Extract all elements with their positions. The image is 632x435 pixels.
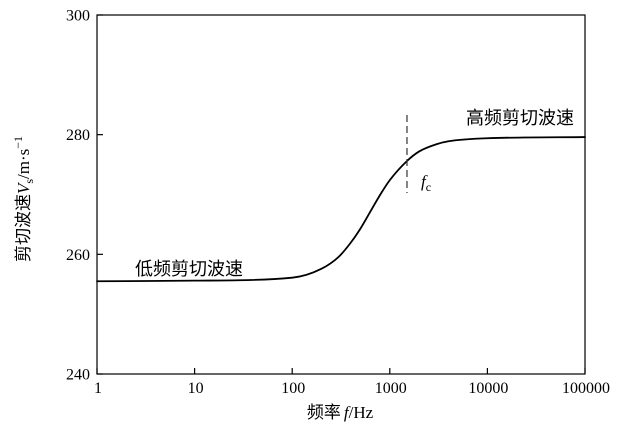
x-axis-label-symbol: f [344, 403, 351, 422]
x-tick-label-3: 1000 [375, 380, 407, 397]
y-tick-label-2: 280 [66, 127, 90, 144]
reference-line-label-symbol: f [421, 172, 428, 191]
tick-labels: 1 10 100 1000 10000 100000 240 260 280 300 [66, 8, 610, 398]
y-axis-label-subscript: s [22, 179, 36, 184]
x-axis-label-name: 频率 [307, 403, 341, 422]
y-axis-label-superscript: −1 [11, 136, 25, 149]
series-line-0 [96, 136, 586, 283]
reference-line-label: fc [421, 172, 431, 194]
y-axis-label-symbol: V [14, 181, 33, 194]
x-tick-label-5: 100000 [562, 380, 610, 397]
y-tick-label-0: 240 [66, 367, 90, 384]
plot-frame [96, 14, 586, 375]
x-axis-label: 频率 f/Hz [307, 403, 374, 422]
y-axis-label: 剪切波速Vs/m·s−1 [11, 136, 36, 262]
reference-line-label-subscript: c [426, 180, 431, 194]
series-layer [96, 136, 586, 283]
y-axis-label-unit: /m·s [14, 149, 33, 179]
y-tick-label-3: 300 [66, 8, 90, 25]
x-tick-label-1: 10 [188, 380, 204, 397]
y-tick-label-1: 260 [66, 247, 90, 264]
x-tick-label-2: 100 [281, 380, 305, 397]
x-tick-label-0: 1 [94, 380, 102, 397]
annotation-high-frequency: 高频剪切波速 [466, 108, 574, 129]
y-axis-label-name: 剪切波速 [14, 194, 33, 262]
axis-ticks [96, 14, 586, 375]
x-axis-label-unit: /Hz [349, 403, 374, 422]
x-tick-label-4: 10000 [468, 380, 508, 397]
annotation-low-frequency: 低频剪切波速 [135, 259, 243, 280]
